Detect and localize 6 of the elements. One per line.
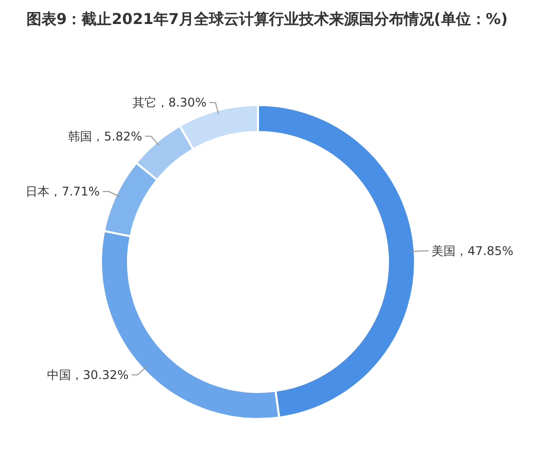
slice-label: 中国，30.32% [46,368,129,382]
slice-label: 日本，7.71% [26,184,100,199]
slice-label: 韩国，5.82% [68,129,142,144]
slice-label: 其它，8.30% [132,96,206,110]
chart-title: 图表9：截止2021年7月全球云计算行业技术来源国分布情况(单位：%) [26,10,508,28]
slice-label: 美国，47.85% [432,244,514,258]
